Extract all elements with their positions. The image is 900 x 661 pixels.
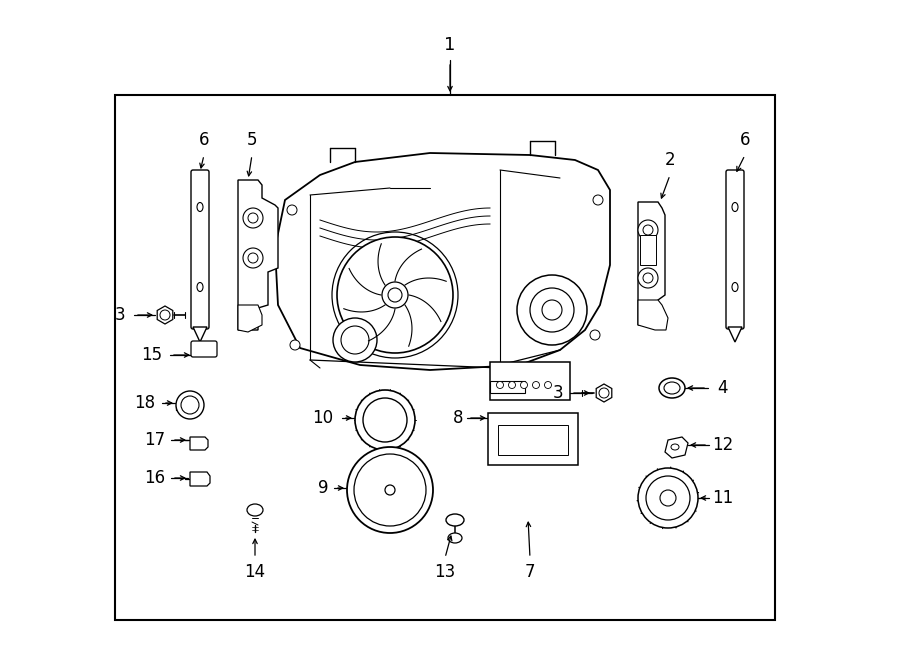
- Ellipse shape: [732, 202, 738, 212]
- Circle shape: [590, 330, 600, 340]
- Circle shape: [337, 237, 453, 353]
- Circle shape: [248, 213, 258, 223]
- Circle shape: [508, 381, 516, 389]
- Circle shape: [287, 205, 297, 215]
- Text: 13: 13: [435, 563, 455, 581]
- Text: 8: 8: [453, 409, 464, 427]
- Ellipse shape: [664, 382, 680, 394]
- Circle shape: [520, 381, 527, 389]
- Circle shape: [341, 326, 369, 354]
- Text: 9: 9: [318, 479, 328, 497]
- Circle shape: [176, 391, 204, 419]
- Circle shape: [638, 220, 658, 240]
- Circle shape: [243, 248, 263, 268]
- Text: 14: 14: [245, 563, 266, 581]
- Circle shape: [290, 340, 300, 350]
- Circle shape: [646, 476, 690, 520]
- Ellipse shape: [446, 514, 464, 526]
- Circle shape: [497, 381, 503, 389]
- Text: 18: 18: [134, 394, 156, 412]
- Circle shape: [643, 273, 653, 283]
- Circle shape: [660, 490, 676, 506]
- Ellipse shape: [247, 504, 263, 516]
- Text: 16: 16: [144, 469, 166, 487]
- Circle shape: [517, 275, 587, 345]
- Text: 3: 3: [114, 306, 125, 324]
- Text: 2: 2: [665, 151, 675, 169]
- Circle shape: [333, 318, 377, 362]
- Circle shape: [530, 288, 574, 332]
- Bar: [640, 235, 656, 265]
- Circle shape: [638, 268, 658, 288]
- FancyBboxPatch shape: [191, 170, 209, 329]
- Ellipse shape: [197, 202, 203, 212]
- Text: 10: 10: [312, 409, 334, 427]
- Circle shape: [599, 388, 609, 398]
- Circle shape: [542, 300, 562, 320]
- Circle shape: [354, 454, 426, 526]
- Circle shape: [248, 253, 258, 263]
- Text: 15: 15: [141, 346, 163, 364]
- Polygon shape: [238, 305, 262, 332]
- Circle shape: [243, 208, 263, 228]
- Circle shape: [160, 310, 170, 320]
- Polygon shape: [193, 327, 207, 342]
- Polygon shape: [275, 153, 610, 370]
- Bar: [115, 95, 775, 620]
- Circle shape: [388, 288, 402, 302]
- Polygon shape: [190, 472, 210, 486]
- Circle shape: [347, 447, 433, 533]
- Polygon shape: [638, 300, 668, 330]
- Text: 7: 7: [525, 563, 535, 581]
- Ellipse shape: [659, 378, 685, 398]
- Polygon shape: [638, 202, 665, 325]
- Bar: [498, 425, 568, 455]
- Polygon shape: [190, 437, 208, 450]
- Polygon shape: [238, 180, 278, 330]
- Text: 5: 5: [247, 131, 257, 149]
- Circle shape: [593, 195, 603, 205]
- Circle shape: [363, 398, 407, 442]
- Text: 17: 17: [144, 431, 166, 449]
- Ellipse shape: [732, 282, 738, 292]
- Ellipse shape: [448, 533, 462, 543]
- FancyBboxPatch shape: [191, 341, 217, 357]
- Circle shape: [355, 390, 415, 450]
- Polygon shape: [728, 327, 742, 342]
- Text: 4: 4: [716, 379, 727, 397]
- Bar: [490, 381, 525, 393]
- Text: 11: 11: [713, 489, 734, 507]
- FancyBboxPatch shape: [726, 170, 744, 329]
- Text: 6: 6: [199, 131, 209, 149]
- Text: 3: 3: [553, 384, 563, 402]
- FancyBboxPatch shape: [488, 413, 578, 465]
- Circle shape: [643, 225, 653, 235]
- Text: 1: 1: [445, 36, 455, 54]
- Ellipse shape: [197, 282, 203, 292]
- Text: 12: 12: [713, 436, 734, 454]
- Ellipse shape: [671, 444, 679, 450]
- Circle shape: [382, 282, 408, 308]
- Circle shape: [181, 396, 199, 414]
- FancyBboxPatch shape: [490, 362, 570, 400]
- Polygon shape: [665, 437, 688, 458]
- Text: 6: 6: [740, 131, 751, 149]
- Circle shape: [385, 485, 395, 495]
- Circle shape: [533, 381, 539, 389]
- Circle shape: [638, 468, 698, 528]
- Circle shape: [544, 381, 552, 389]
